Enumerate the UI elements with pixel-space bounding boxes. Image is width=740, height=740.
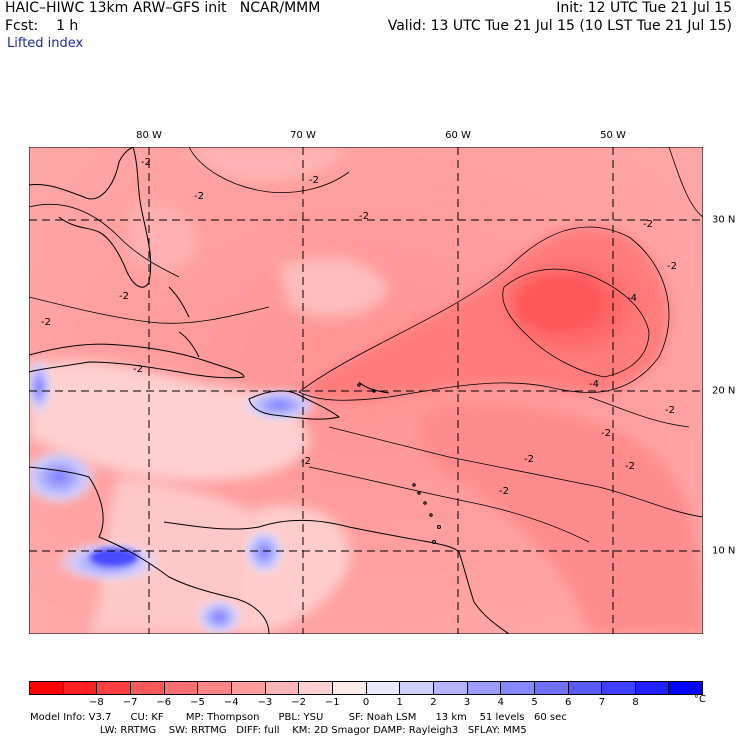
lon-label-50w: 50 W (600, 130, 626, 141)
contour-label: -2 (665, 405, 675, 416)
forecast-hour: Fcst: 1 h (5, 18, 78, 34)
valid-time: Valid: 13 UTC Tue 21 Jul 15 (10 LST Tue … (387, 18, 732, 34)
contour-label: -2 (601, 428, 611, 439)
pale-regions (29, 147, 389, 634)
contour-label: -2 (359, 211, 369, 222)
forecast-value: 1 h (56, 18, 79, 34)
field-name: Lifted index (7, 36, 84, 51)
contour-label: -2 (194, 191, 204, 202)
coastlines (29, 147, 510, 634)
color-scale-cell (669, 682, 703, 694)
lat-label-20n: 20 N (712, 385, 736, 397)
color-scale-tick: 6 (565, 697, 572, 708)
contour-label: -2 (524, 454, 534, 465)
color-scale-cell (130, 682, 165, 694)
unstable-region (299, 227, 703, 634)
color-scale-tick: 7 (598, 697, 606, 708)
color-scale-cell (97, 682, 131, 694)
contour-label: -2 (301, 456, 311, 467)
color-scale-cell (366, 682, 401, 694)
contour-label: -2 (133, 364, 143, 375)
color-scale-unit: °C (694, 694, 706, 705)
color-scale-bar (29, 681, 703, 695)
model-info-line2: LW: RRTMG SW: RRTMG DIFF: full KM: 2D Sm… (30, 725, 527, 736)
color-scale-tick: 0 (362, 697, 370, 708)
model-info-line1: Model Info: V3.7 CU: KF MP: Thompson PBL… (30, 712, 567, 723)
color-scale-tick: −7 (122, 697, 138, 708)
color-scale-tick: −2 (291, 697, 306, 708)
lat-lon-grid (29, 147, 703, 634)
color-scale-cell (501, 682, 535, 694)
model-title: HAIC–HIWC 13km ARW–GFS init NCAR/MMM (5, 0, 321, 16)
contour-label: -2 (643, 219, 653, 230)
color-scale-tick: −3 (257, 697, 273, 708)
color-scale-cell (332, 682, 367, 694)
color-scale-tick: 2 (430, 697, 437, 708)
color-scale-cell (602, 682, 636, 694)
lat-label-30n: 30 N (712, 214, 736, 226)
lat-label-10n: 10 N (712, 545, 736, 557)
contour-label: -2 (141, 157, 151, 168)
contour-label: -2 (667, 261, 677, 272)
contour-label: -2 (625, 461, 635, 472)
contour-label: -4 (589, 379, 599, 390)
color-scale-cell (400, 682, 434, 694)
forecast-label: Fcst: (5, 18, 39, 34)
color-scale-tick: −1 (324, 697, 340, 708)
color-scale-tick: −8 (89, 697, 104, 708)
lon-label-80w: 80 W (136, 130, 162, 141)
color-scale-tick: −6 (156, 697, 172, 708)
color-scale-cell (568, 682, 603, 694)
color-scale-cell (299, 682, 333, 694)
contour-label: -2 (41, 317, 51, 328)
color-scale-cell (433, 682, 468, 694)
color-scale-tick: 1 (396, 697, 403, 708)
color-scale-cell (265, 682, 300, 694)
color-scale-cell (164, 682, 199, 694)
color-scale-tick: 5 (531, 697, 538, 708)
color-scale-tick: 4 (497, 697, 504, 708)
color-scale-cell (467, 682, 502, 694)
color-scale-cell (30, 682, 64, 694)
color-scale-tick: 3 (463, 697, 471, 708)
color-scale-cell (63, 682, 98, 694)
contour-value-labels: -2 -2 -2 -2 -2 -2 -2 -2 -2 -2 -2 -2 -2 -… (41, 157, 677, 497)
color-scale-cell (635, 682, 670, 694)
lon-label-60w: 60 W (445, 130, 471, 141)
color-scale-cell (231, 682, 266, 694)
contour-label: -2 (309, 175, 319, 186)
lifted-index-map: -2 -2 -2 -2 -2 -2 -2 -2 -2 -2 -2 -2 -2 -… (29, 147, 703, 634)
init-time: Init: 12 UTC Tue 21 Jul 15 (556, 0, 732, 16)
contour-label: -4 (627, 293, 637, 304)
color-scale-cell (198, 682, 232, 694)
contour-label: -2 (119, 291, 129, 302)
color-scale-tick: −5 (190, 697, 205, 708)
island-dots (357, 383, 442, 545)
lon-label-70w: 70 W (290, 130, 316, 141)
contour-lines (29, 147, 703, 543)
color-scale-tick: −4 (223, 697, 239, 708)
color-scale-cell (534, 682, 569, 694)
color-scale-tick: 8 (632, 697, 639, 708)
contour-label: -2 (499, 486, 509, 497)
